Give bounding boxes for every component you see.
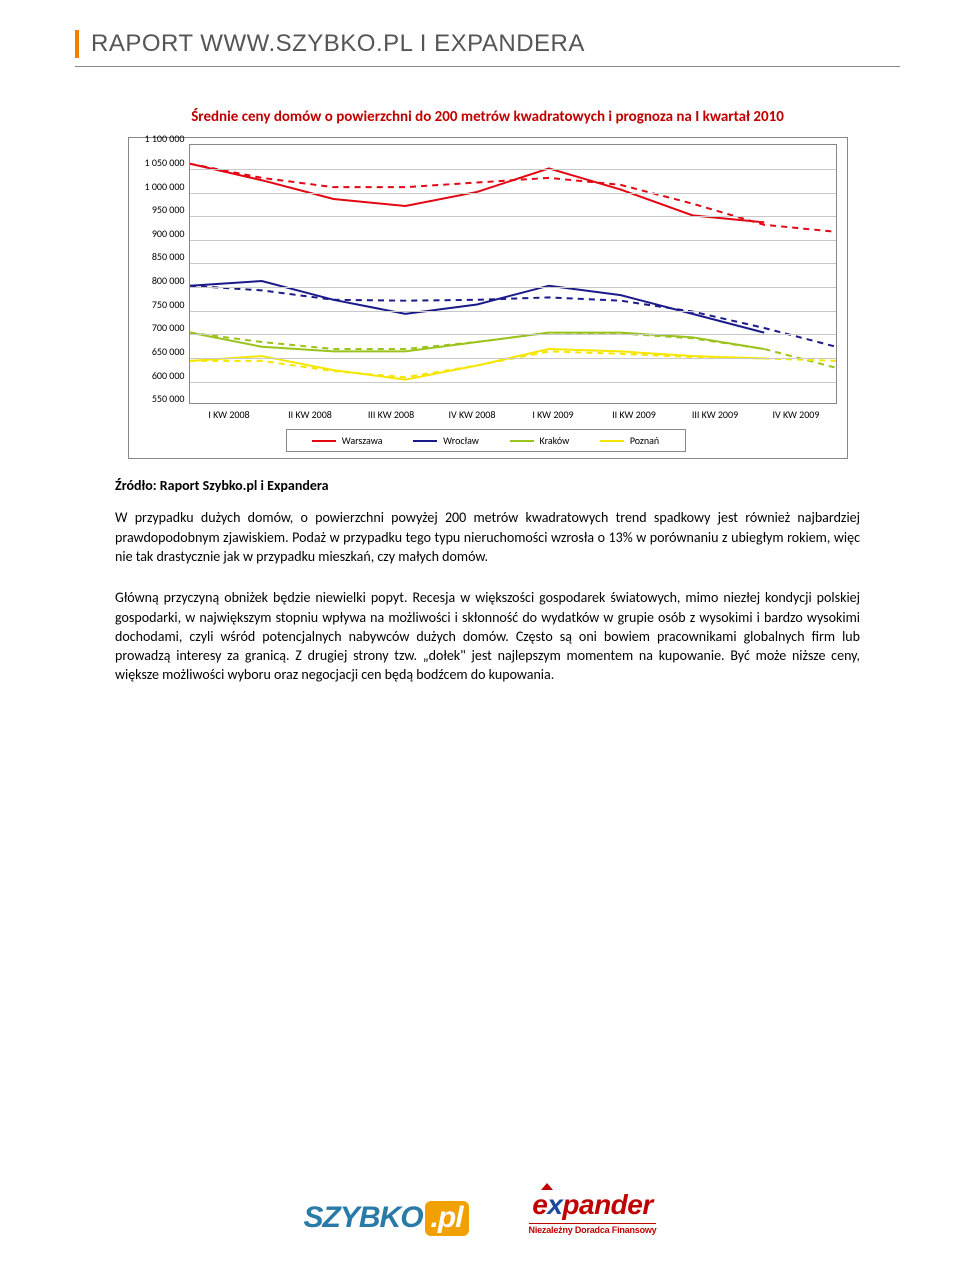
gridline: [190, 287, 836, 288]
legend-label: Kraków: [540, 434, 570, 447]
legend-swatch: [413, 440, 437, 442]
legend-swatch: [600, 440, 624, 442]
series-solid-poznań: [190, 349, 764, 380]
plot-area: [189, 144, 837, 404]
logo-expander-pre: e: [532, 1189, 547, 1220]
page-header: RAPORT WWW.SZYBKO.PL I EXPANDERA: [75, 30, 900, 58]
legend-item-wrocław: Wrocław: [413, 434, 479, 447]
legend-swatch: [510, 440, 534, 442]
gridline: [190, 311, 836, 312]
x-tick: II KW 2009: [594, 408, 675, 421]
chart-svg: [190, 145, 836, 403]
logo-expander-post: pander: [562, 1189, 652, 1220]
legend-item-warszawa: Warszawa: [312, 434, 383, 447]
chart-container: 1 100 0001 050 0001 000 000950 000900 00…: [128, 137, 848, 459]
y-axis: 1 100 0001 050 0001 000 000950 000900 00…: [135, 144, 189, 404]
logo-szybko-main: SZYBKO: [304, 1201, 423, 1234]
legend-swatch: [312, 440, 336, 442]
x-tick: II KW 2008: [270, 408, 351, 421]
gridline: [190, 334, 836, 335]
chart-legend: Warszawa Wrocław Kraków Poznań: [286, 429, 686, 452]
legend-item-kraków: Kraków: [510, 434, 570, 447]
x-tick: III KW 2009: [675, 408, 756, 421]
x-axis: I KW 2008II KW 2008III KW 2008IV KW 2008…: [189, 404, 837, 421]
logo-expander-hat-icon: [541, 1183, 553, 1190]
x-tick: IV KW 2009: [756, 408, 837, 421]
legend-label: Poznań: [630, 434, 659, 447]
legend-item-poznań: Poznań: [600, 434, 659, 447]
x-tick: III KW 2008: [351, 408, 432, 421]
gridline: [190, 169, 836, 170]
header-rule: [75, 66, 900, 67]
footer: SZYBKO.pl expander Niezależny Doradca Fi…: [0, 1189, 960, 1235]
source-label: Źródło: Raport Szybko.pl i Expandera: [115, 477, 860, 494]
gridline: [190, 358, 836, 359]
x-tick: I KW 2008: [189, 408, 270, 421]
legend-label: Warszawa: [342, 434, 383, 447]
body-paragraph-2: Główną przyczyną obniżek będzie niewielk…: [115, 588, 860, 685]
series-solid-kraków: [190, 333, 764, 352]
logo-szybko-suffix: .pl: [425, 1201, 469, 1236]
gridline: [190, 216, 836, 217]
logo-expander: expander Niezależny Doradca Finansowy: [529, 1189, 657, 1235]
body-paragraph-1: W przypadku dużych domów, o powierzchni …: [115, 508, 860, 566]
logo-expander-x: x: [547, 1189, 562, 1220]
series-dashed-warszawa: [190, 164, 836, 232]
gridline: [190, 263, 836, 264]
legend-label: Wrocław: [443, 434, 479, 447]
logo-expander-sub: Niezależny Doradca Finansowy: [529, 1223, 657, 1235]
gridline: [190, 240, 836, 241]
gridline: [190, 193, 836, 194]
x-tick: I KW 2009: [513, 408, 594, 421]
chart-title: Średnie ceny domów o powierzchni do 200 …: [188, 107, 788, 127]
header-title: RAPORT WWW.SZYBKO.PL I EXPANDERA: [91, 30, 900, 58]
series-solid-wrocław: [190, 281, 764, 333]
gridline: [190, 382, 836, 383]
logo-expander-main: expander: [529, 1189, 657, 1221]
x-tick: IV KW 2008: [432, 408, 513, 421]
logo-szybko: SZYBKO.pl: [304, 1201, 469, 1235]
series-dashed-poznań: [190, 352, 836, 378]
